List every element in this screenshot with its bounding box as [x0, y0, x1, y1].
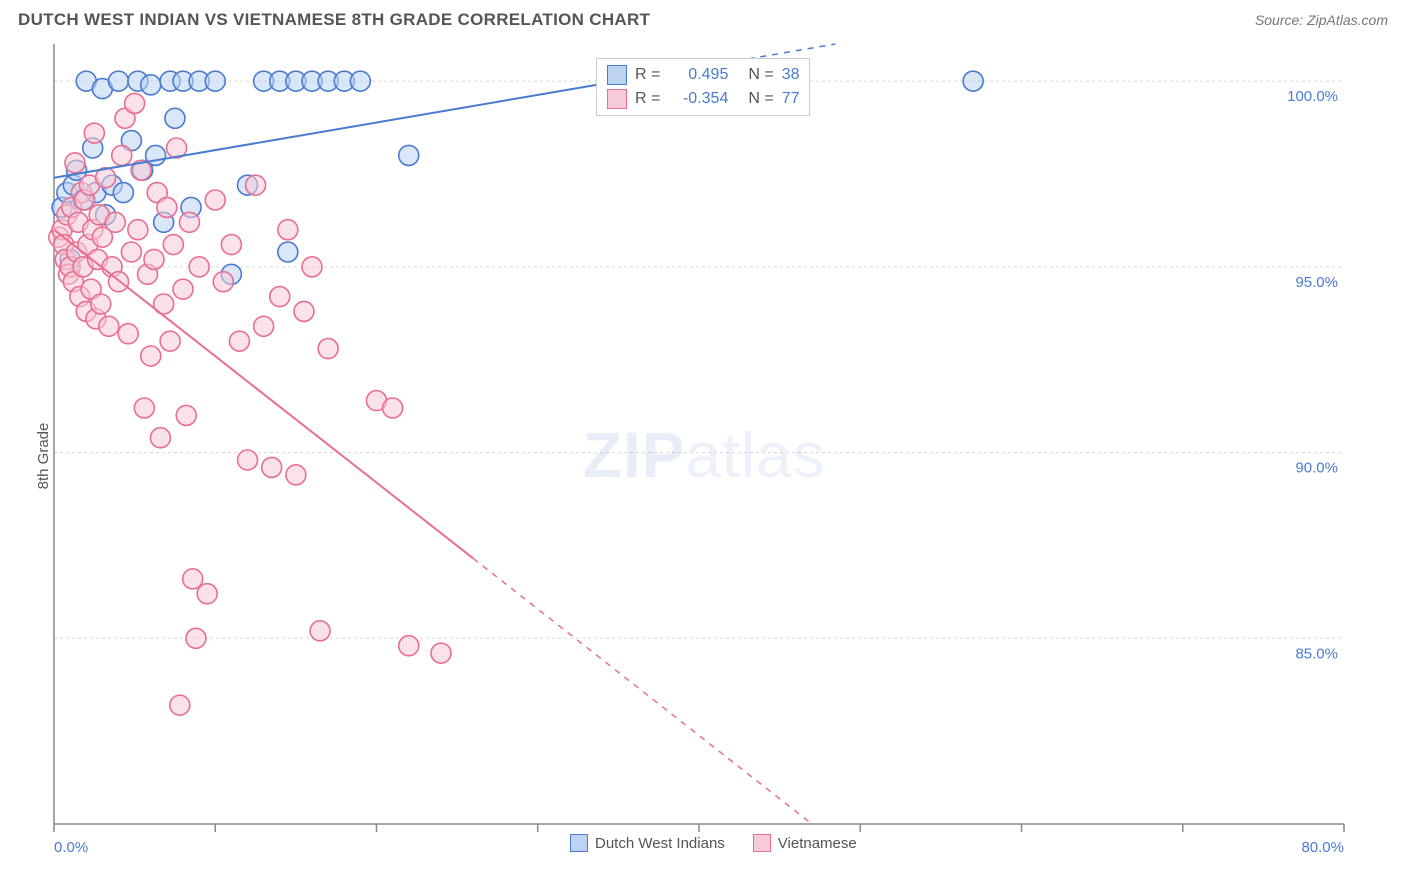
y-tick-label: 100.0%	[1287, 88, 1338, 105]
legend-item: Vietnamese	[753, 834, 857, 852]
data-point	[109, 71, 129, 91]
data-point	[431, 643, 451, 663]
scatter-plot: 0.0% 80.0% 85.0% 90.0% 95.0% 100.0%	[0, 36, 1406, 876]
legend-label: Vietnamese	[778, 835, 857, 852]
data-point	[141, 346, 161, 366]
data-point	[205, 190, 225, 210]
data-point	[128, 220, 148, 240]
data-point	[150, 428, 170, 448]
data-point	[205, 71, 225, 91]
data-point	[112, 145, 132, 165]
legend-swatch	[753, 834, 771, 852]
chart-area: 8th Grade 0.0% 80.0% 85.0% 90.0% 95.0% 100.0%…	[0, 36, 1406, 876]
corr-n-value: 38	[782, 66, 800, 84]
data-point	[105, 212, 125, 232]
data-point	[310, 621, 330, 641]
data-point	[121, 242, 141, 262]
data-point	[189, 257, 209, 277]
corr-r-value: -0.354	[668, 90, 728, 108]
y-tick-label: 95.0%	[1295, 274, 1338, 291]
data-point	[254, 316, 274, 336]
data-point	[399, 636, 419, 656]
y-tick-label: 85.0%	[1295, 645, 1338, 662]
corr-n-value: 77	[782, 90, 800, 108]
data-point	[278, 242, 298, 262]
data-point	[302, 257, 322, 277]
data-point	[170, 695, 190, 715]
y-axis-label: 8th Grade	[35, 423, 52, 490]
corr-n-label: N =	[748, 90, 773, 108]
legend-swatch	[607, 89, 627, 109]
y-tick-label: 90.0%	[1295, 460, 1338, 477]
data-point	[286, 465, 306, 485]
data-point	[134, 398, 154, 418]
series-legend: Dutch West Indians Vietnamese	[570, 834, 857, 852]
correlation-legend: R = 0.495 N = 38 R = -0.354 N = 77	[596, 58, 810, 116]
data-point	[84, 123, 104, 143]
data-point	[160, 331, 180, 351]
legend-swatch	[607, 65, 627, 85]
data-point	[399, 145, 419, 165]
data-point	[270, 287, 290, 307]
header: DUTCH WEST INDIAN VS VIETNAMESE 8TH GRAD…	[0, 0, 1406, 36]
data-point	[350, 71, 370, 91]
data-point	[197, 584, 217, 604]
data-point	[262, 457, 282, 477]
data-point	[163, 235, 183, 255]
x-tick-label: 0.0%	[54, 839, 88, 856]
corr-legend-row: R = -0.354 N = 77	[607, 87, 799, 111]
source-label: Source: ZipAtlas.com	[1255, 12, 1388, 28]
data-point	[238, 450, 258, 470]
legend-label: Dutch West Indians	[595, 835, 725, 852]
x-tick-label: 80.0%	[1301, 839, 1344, 856]
data-point	[213, 272, 233, 292]
data-point	[186, 628, 206, 648]
data-point	[144, 249, 164, 269]
corr-r-label: R =	[635, 66, 660, 84]
data-point	[229, 331, 249, 351]
corr-n-label: N =	[748, 66, 773, 84]
data-point	[113, 183, 133, 203]
data-point	[99, 316, 119, 336]
corr-legend-row: R = 0.495 N = 38	[607, 63, 799, 87]
data-point	[278, 220, 298, 240]
legend-swatch	[570, 834, 588, 852]
legend-item: Dutch West Indians	[570, 834, 725, 852]
data-point	[246, 175, 266, 195]
chart-title: DUTCH WEST INDIAN VS VIETNAMESE 8TH GRAD…	[18, 10, 650, 30]
data-point	[157, 197, 177, 217]
data-point	[125, 93, 145, 113]
corr-r-value: 0.495	[668, 66, 728, 84]
data-point	[165, 108, 185, 128]
data-point	[221, 235, 241, 255]
data-point	[294, 301, 314, 321]
data-point	[65, 153, 85, 173]
data-point	[176, 405, 196, 425]
data-point	[179, 212, 199, 232]
data-point	[383, 398, 403, 418]
data-point	[141, 75, 161, 95]
data-point	[963, 71, 983, 91]
corr-r-label: R =	[635, 90, 660, 108]
data-point	[318, 339, 338, 359]
data-point	[118, 324, 138, 344]
data-point	[183, 569, 203, 589]
data-point	[173, 279, 193, 299]
data-point	[91, 294, 111, 314]
